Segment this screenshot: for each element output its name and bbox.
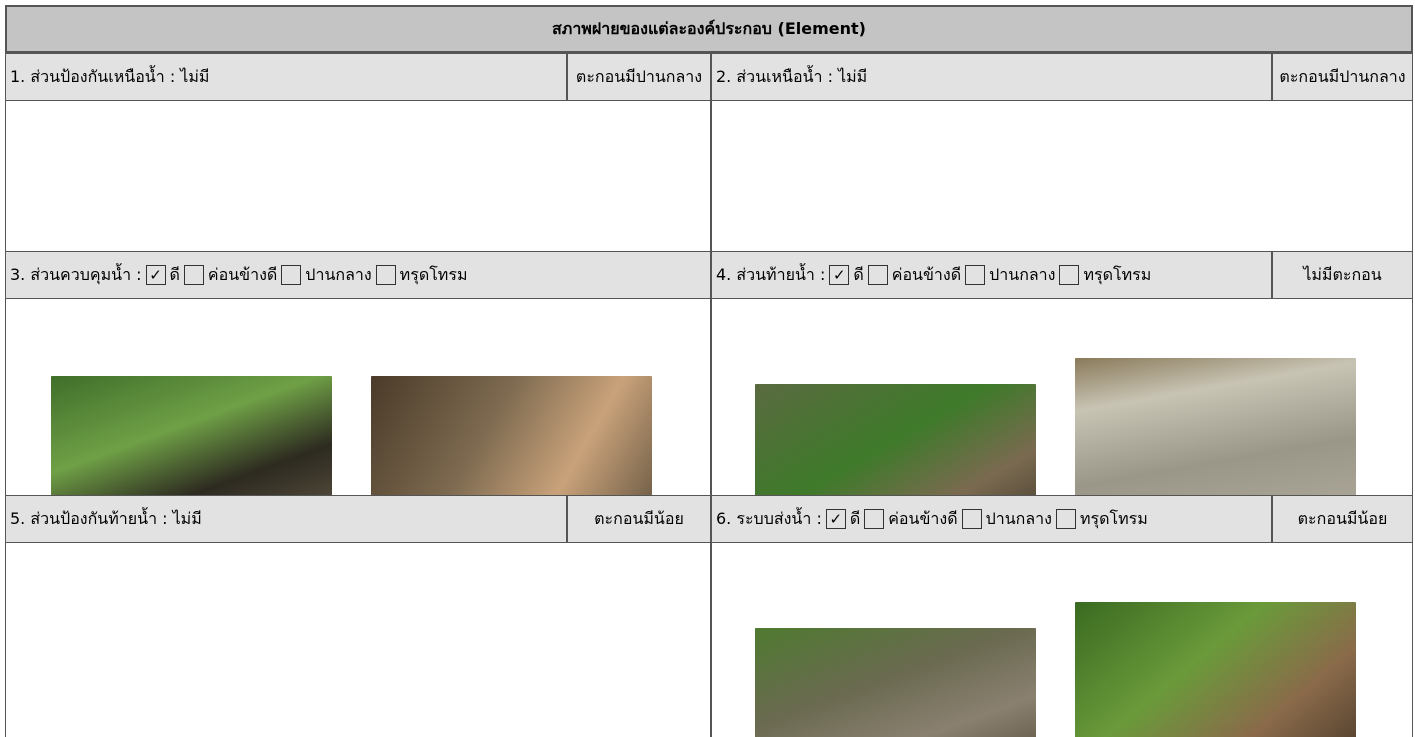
section-title: 1. ส่วนป้องกันเหนือน้ำ : ไม่มี <box>10 66 210 86</box>
checkbox <box>1059 265 1080 285</box>
section-body <box>5 543 711 737</box>
option-label: ดี <box>849 508 861 528</box>
checkbox: ✓ <box>829 265 850 285</box>
section-status: ตะกอนมีน้อย <box>567 495 711 543</box>
option-label: ค่อนข้างดี <box>888 508 958 528</box>
section-body <box>711 543 1413 737</box>
checkbox <box>183 265 204 285</box>
option-label: ค่อนข้างดี <box>207 264 278 284</box>
checkbox <box>1055 509 1076 529</box>
option-label: ดี <box>169 264 180 284</box>
section-body <box>5 299 711 517</box>
section-status: ตะกอนมีปานกลาง <box>567 53 711 101</box>
section-status: ไม่มีตะกอน <box>1272 251 1413 299</box>
option-label: ปานกลาง <box>985 508 1052 528</box>
section-body <box>711 101 1413 251</box>
section-label: 3. ส่วนควบคุมน้ำ : ✓ ดี ค่อนข้างดี ปานกลาง ทร… <box>5 251 711 299</box>
section-label: 6. ระบบส่งน้ำ : ✓ ดี ค่อนข้างดี ปานกลาง ทรุดโ… <box>711 495 1272 543</box>
option-label: ทรุดโทรม <box>1083 264 1152 284</box>
option-label: ทรุดโทรม <box>399 264 468 284</box>
checkbox <box>864 509 885 529</box>
checkbox <box>867 265 888 285</box>
checkbox <box>281 265 302 285</box>
section-body <box>5 101 711 251</box>
section-body <box>711 299 1413 525</box>
option-label: ดี <box>853 264 864 284</box>
photo <box>755 628 1036 737</box>
section-label: 1. ส่วนป้องกันเหนือน้ำ : ไม่มี <box>5 53 567 101</box>
section-label: 2. ส่วนเหนือน้ำ : ไม่มี <box>711 53 1272 101</box>
photo <box>1075 602 1356 737</box>
section-title: 2. ส่วนเหนือน้ำ : ไม่มี <box>716 66 868 86</box>
option-label: ปานกลาง <box>305 264 372 284</box>
section-title: 6. ระบบส่งน้ำ : <box>716 508 822 528</box>
section-title: 3. ส่วนควบคุมน้ำ : <box>10 264 142 284</box>
checkbox <box>961 509 982 529</box>
checkbox <box>965 265 986 285</box>
checkbox: ✓ <box>825 509 846 529</box>
checkbox: ✓ <box>145 265 166 285</box>
section-title: 4. ส่วนท้ายน้ำ : <box>716 264 826 284</box>
option-label: ทรุดโทรม <box>1079 508 1148 528</box>
section-label: 5. ส่วนป้องกันท้ายน้ำ : ไม่มี <box>5 495 567 543</box>
photo <box>51 376 332 517</box>
checkbox <box>375 265 396 285</box>
photo <box>371 376 652 517</box>
table-title: สภาพฝายของแต่ละองค์ประกอบ (Element) <box>5 5 1413 53</box>
option-label: ปานกลาง <box>989 264 1056 284</box>
section-status: ตะกอนมีน้อย <box>1272 495 1413 543</box>
option-label: ค่อนข้างดี <box>891 264 962 284</box>
section-title: 5. ส่วนป้องกันท้ายน้ำ : ไม่มี <box>10 508 202 528</box>
section-status: ตะกอนมีปานกลาง <box>1272 53 1413 101</box>
section-label: 4. ส่วนท้ายน้ำ : ✓ ดี ค่อนข้างดี ปานกลาง ทรุด… <box>711 251 1272 299</box>
